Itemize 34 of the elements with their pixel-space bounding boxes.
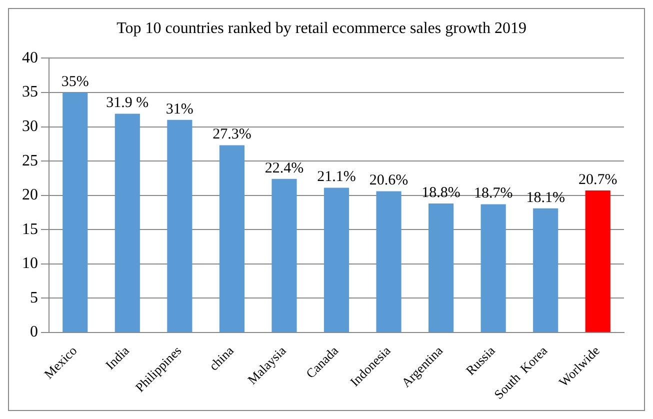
- y-tick-label: 15: [22, 220, 38, 238]
- data-label: 27.3%: [212, 126, 252, 143]
- x-tick-label: India: [102, 342, 132, 372]
- y-tick-label: 10: [22, 255, 38, 272]
- bar: [272, 178, 297, 332]
- bar: [533, 208, 558, 332]
- data-label: 21.1%: [317, 169, 356, 186]
- y-tick-label: 30: [22, 118, 38, 135]
- data-label: 22.4%: [264, 160, 304, 176]
- bar: [376, 191, 402, 332]
- data-label: 35%: [61, 74, 89, 90]
- bar: [480, 204, 506, 332]
- data-label: 20.7%: [578, 172, 618, 188]
- bar: [167, 120, 192, 332]
- bar: [324, 188, 350, 332]
- data-label: 31.9 %: [106, 95, 149, 112]
- data-label: 18.8%: [422, 184, 460, 201]
- bar: [585, 190, 610, 332]
- y-tick-label: 5: [30, 289, 38, 306]
- y-tick-label: 40: [22, 49, 38, 66]
- x-tick-label: china: [206, 342, 237, 374]
- data-label: 31%: [166, 101, 194, 118]
- chart-title: Top 10 countries ranked by retail ecommerce sales growth 2019: [116, 20, 526, 37]
- bar: [219, 145, 244, 332]
- bar: [114, 114, 140, 332]
- y-tick-label: 20: [22, 186, 38, 204]
- data-label: 20.6%: [369, 172, 408, 189]
- data-label: 18.7%: [474, 186, 513, 202]
- bar: [62, 92, 88, 332]
- y-tick-label: 25: [22, 152, 38, 170]
- bar: [428, 204, 454, 332]
- y-tick-label: 35: [22, 84, 38, 101]
- data-label: 18.1%: [526, 190, 565, 206]
- y-tick-label: 0: [30, 324, 38, 341]
